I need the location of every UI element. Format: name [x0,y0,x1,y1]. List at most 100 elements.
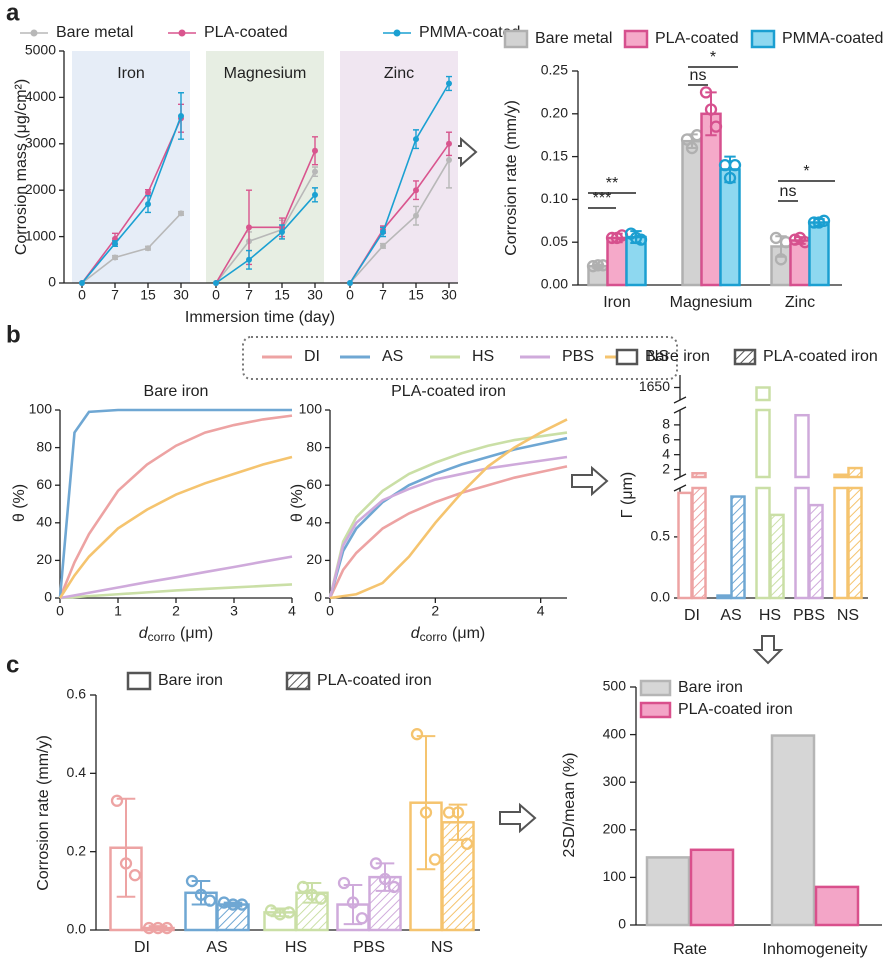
x-tick-label: 30 [441,287,457,303]
data-point [314,892,328,905]
data-point [769,231,783,245]
y-tick-label: 4000 [25,88,56,104]
y-tick-label: 2000 [25,181,56,197]
bar [716,594,732,600]
error-bar [116,797,136,898]
y-tick-label: 0 [48,274,56,290]
data-point [185,874,199,888]
y-tick-label: 3000 [25,135,56,151]
y-tick-label: 1650 [639,378,670,394]
x-axis-label-unit: (μm) [452,625,485,642]
legend-label: PMMA-coated [782,30,883,47]
data-point [451,806,465,819]
bar [368,875,402,932]
error-bar [416,735,436,871]
bar [691,486,707,600]
bar [794,413,810,479]
y-tick-label: 0.10 [541,190,568,206]
x-tick-label: Iron [603,294,631,311]
y-tick-label: 0.00 [541,276,568,292]
axis-break [673,473,687,481]
legend-label: PBS [562,348,594,365]
panel-title: PLA-coated iron [391,383,506,400]
panel-title: Bare iron [144,383,209,400]
x-tick-label: 3 [230,603,238,619]
legend-label: Bare iron [678,679,743,696]
panel-title: Magnesium [224,65,307,82]
data-point [685,141,699,155]
bar [689,848,735,927]
y-tick-label: 0.25 [541,62,568,78]
data-point [419,806,433,819]
bar [814,885,860,927]
bar [847,466,863,479]
y-tick-label: 0.6 [67,686,87,702]
y-tick-label: 0.2 [67,842,87,858]
x-tick-label: 15 [140,287,156,303]
panel-label: c [6,651,19,678]
x-tick-label: NS [837,607,859,624]
y-axis-label: 2SD/mean (%) [561,753,578,858]
y-tick-label: 500 [603,678,627,694]
series-line [215,171,316,284]
data-point [178,210,184,217]
legend-swatch [393,29,401,37]
data-point [428,853,442,866]
panel-background [340,51,458,283]
data-point [380,242,386,249]
bar [770,734,816,927]
x-tick-label: HS [759,607,781,624]
data-point [160,921,174,935]
data-point [246,224,252,231]
y-tick-label: 60 [36,476,52,492]
legend-label: HS [472,348,494,365]
data-point [355,912,369,925]
legend-label: PMMA-coated [419,24,520,41]
series-line [59,555,293,600]
x-tick-label: 7 [379,287,387,303]
y-axis-label: Γ (μm) [619,472,636,518]
x-tick-label: 1 [114,603,122,619]
y-tick-label: 0.20 [541,105,568,121]
axis-break [673,484,687,492]
series-line [81,117,182,284]
y-tick-label: 400 [603,725,627,741]
x-axis-label: dcorro (μm) [139,625,213,644]
y-axis-label: Corrosion rate (mm/y) [503,100,520,256]
legend-swatch [126,671,152,691]
x-axis-label-subscript: corro [148,630,176,644]
x-tick-label: NS [431,939,453,956]
arrow [752,635,784,665]
data-point [723,171,737,185]
data-point [312,191,318,198]
data-point [296,880,310,894]
x-tick-label: 0 [212,287,220,303]
y-tick-label: 0.0 [651,589,671,605]
y-tick-label: 0.15 [541,147,568,163]
x-tick-label: 7 [111,287,119,303]
x-tick-label: 2 [431,603,439,619]
x-tick-label: 0 [56,603,64,619]
legend-label: AS [382,348,403,365]
legend-swatch [30,29,38,37]
series-line [329,418,568,600]
series-line [59,583,293,600]
data-point [347,280,353,286]
legend-swatch [503,29,529,49]
bar [606,236,628,287]
legend-label: NS [647,348,669,365]
y-tick-label: 1000 [25,227,56,243]
significance-label: ns [690,67,707,84]
y-tick-label: 5000 [25,42,56,58]
y-axis-label: Corrosion mass (μg/cm²) [13,79,30,255]
legend-swatch [623,29,649,49]
x-tick-label: HS [285,939,307,956]
y-tick-label: 0 [618,916,626,932]
x-tick-label: 0 [78,287,86,303]
x-tick-label: 15 [274,287,290,303]
x-axis-label: dcorro (μm) [411,625,485,644]
data-point [282,906,296,919]
data-point [446,157,452,164]
bar [645,856,691,927]
